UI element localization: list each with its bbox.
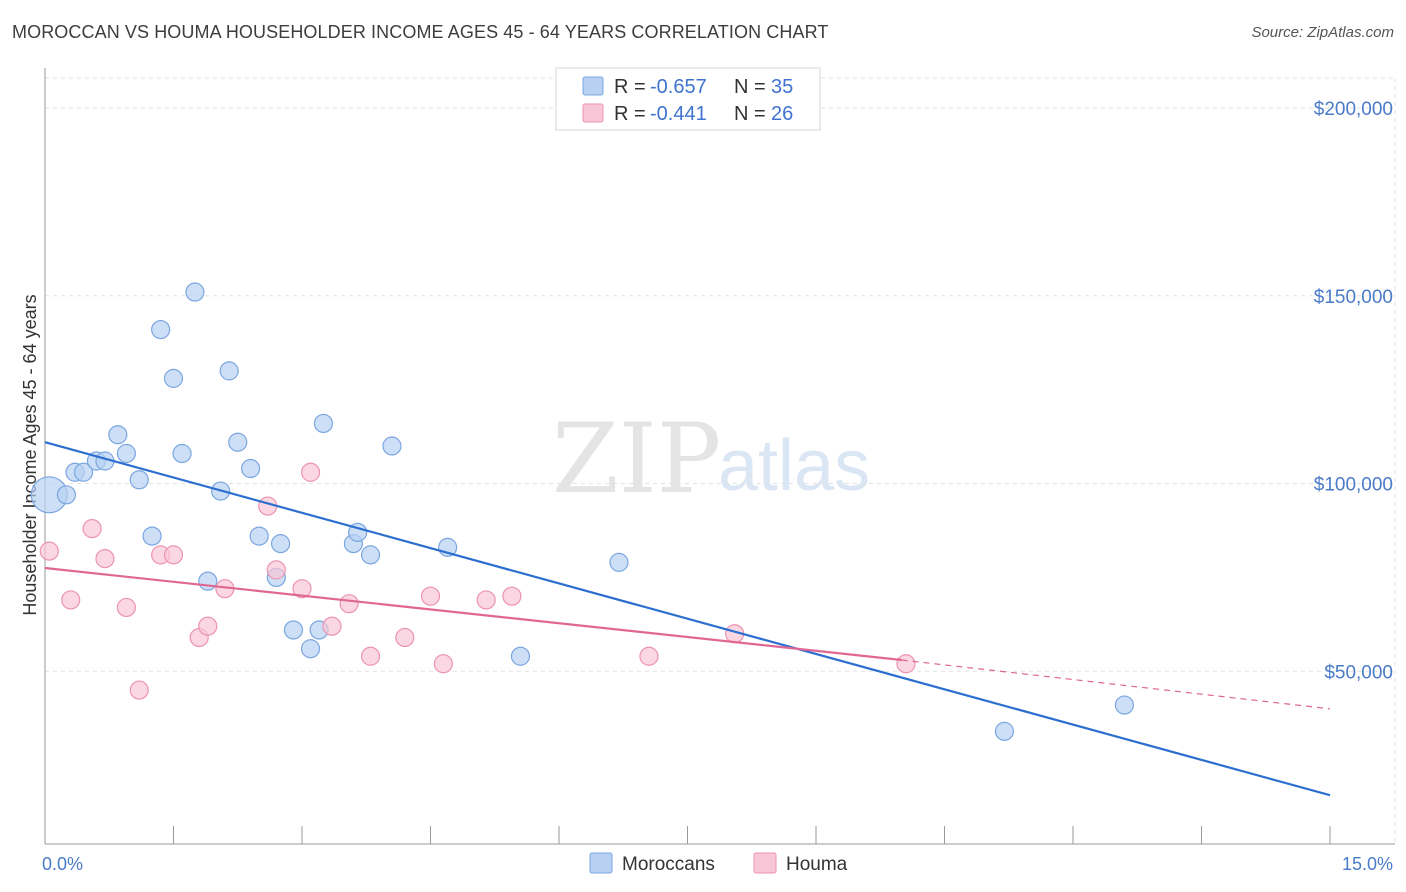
point-houma [61,590,81,610]
point-houma [39,541,59,561]
point-moroccans [73,462,94,482]
point-moroccans [172,443,192,464]
y-tick-label: $150,000 [1314,287,1393,308]
point-moroccans [116,443,136,464]
legend-r-value-moroccans: -0.657 [650,76,707,98]
point-houma [896,654,916,674]
legend-n-value-moroccans: 35 [771,76,793,98]
legend-n-label: N = [734,76,766,98]
point-houma [420,586,441,606]
series-houma [39,462,916,700]
point-moroccans [249,526,269,546]
chart-title: MOROCCAN VS HOUMA HOUSEHOLDER INCOME AGE… [12,22,829,42]
point-houma [395,627,415,648]
point-moroccans [198,571,218,591]
y-tick-label: $200,000 [1314,99,1393,120]
point-houma [476,590,496,610]
watermark: ZIP atlas [552,403,870,515]
point-houma [433,654,453,674]
legend-n-value-houma: 26 [771,103,793,125]
chart-source: Source: ZipAtlas.com [1251,24,1394,41]
y-tick-label: $50,000 [1324,662,1393,683]
watermark-atlas: atlas [718,426,870,506]
point-houma [502,586,522,606]
x-tick-labels: 0.0% 15.0% [42,854,1393,874]
watermark-zip: ZIP [552,403,721,515]
point-houma [95,549,115,569]
point-moroccans [283,620,304,640]
legend-swatch-moroccans [582,76,604,96]
point-moroccans [185,282,205,302]
point-moroccans [241,458,261,479]
point-moroccans [228,432,248,452]
x-tick-label: 15.0% [1342,854,1393,874]
legend-n-label: N = [734,103,766,125]
point-moroccans [994,721,1015,741]
point-moroccans [129,470,149,490]
bottom-legend-swatch-moroccans [589,852,613,874]
point-moroccans [1114,695,1135,715]
point-moroccans [163,368,184,388]
point-moroccans [313,413,334,434]
point-houma [292,579,312,599]
point-houma [82,518,102,539]
legend-r-label: R = [614,76,646,98]
point-moroccans [360,545,381,565]
point-moroccans [382,436,402,456]
series-moroccans [30,282,1135,741]
bottom-legend-swatch-houma [753,852,777,874]
trend-line-dashed-houma [901,659,1331,710]
trend-line-moroccans [44,441,1331,797]
legend-r-value-houma: -0.441 [650,103,707,125]
y-tick-label: $100,000 [1314,475,1393,496]
point-moroccans [510,646,531,666]
trend-lines [44,441,1331,797]
point-moroccans [300,639,321,659]
y-axis-label: Householder Income Ages 45 - 64 years [20,294,40,615]
point-houma [339,594,359,614]
point-houma [163,545,184,565]
trend-line-houma [44,566,902,662]
point-houma [116,597,136,618]
legend: R = -0.657 N = 35 R = -0.441 N = 26 [555,67,821,131]
point-moroccans [151,319,171,340]
y-tick-labels: $50,000 $100,000 $150,000 $200,000 [1314,99,1393,683]
bottom-legend-label-houma: Houma [786,854,848,875]
bottom-legend-label-moroccans: Moroccans [622,854,715,875]
point-moroccans [108,425,128,445]
point-houma [266,560,286,580]
point-houma [300,462,321,482]
point-moroccans [219,361,239,381]
point-houma [639,646,659,666]
x-tick-label: 0.0% [42,854,83,874]
legend-r-label: R = [614,103,646,125]
point-houma [198,616,218,636]
axes [44,68,1395,845]
point-houma [360,646,381,666]
legend-swatch-houma [582,103,604,123]
point-moroccans [56,485,77,505]
point-houma [129,680,149,700]
point-moroccans [142,526,162,546]
bottom-legend: Moroccans Houma [589,852,848,875]
point-houma [322,616,342,636]
point-moroccans [270,534,291,554]
point-moroccans [609,552,629,572]
